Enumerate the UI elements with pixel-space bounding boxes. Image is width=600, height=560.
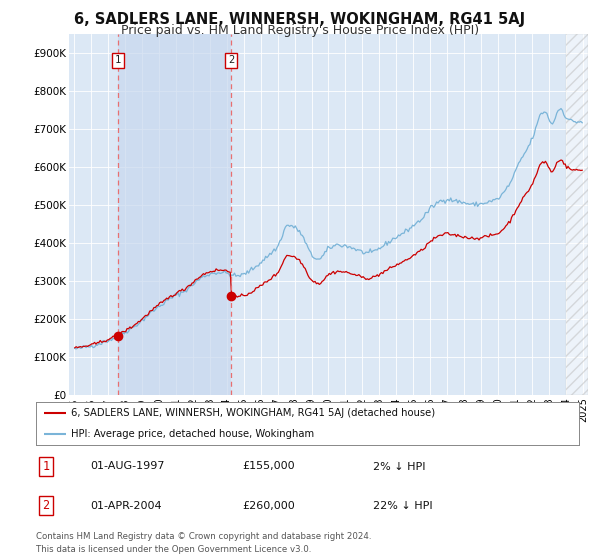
Text: 1: 1	[42, 460, 49, 473]
Text: 2% ↓ HPI: 2% ↓ HPI	[373, 461, 425, 472]
Text: £260,000: £260,000	[242, 501, 295, 511]
Text: HPI: Average price, detached house, Wokingham: HPI: Average price, detached house, Woki…	[71, 430, 314, 439]
Text: Contains HM Land Registry data © Crown copyright and database right 2024.
This d: Contains HM Land Registry data © Crown c…	[36, 532, 371, 553]
Text: 6, SADLERS LANE, WINNERSH, WOKINGHAM, RG41 5AJ (detached house): 6, SADLERS LANE, WINNERSH, WOKINGHAM, RG…	[71, 408, 436, 418]
Text: 01-APR-2004: 01-APR-2004	[91, 501, 162, 511]
Text: 22% ↓ HPI: 22% ↓ HPI	[373, 501, 432, 511]
Bar	[566, 34, 588, 395]
Text: 01-AUG-1997: 01-AUG-1997	[91, 461, 165, 472]
Text: 6, SADLERS LANE, WINNERSH, WOKINGHAM, RG41 5AJ: 6, SADLERS LANE, WINNERSH, WOKINGHAM, RG…	[74, 12, 526, 27]
Text: 1: 1	[115, 55, 121, 65]
Text: 2: 2	[42, 499, 49, 512]
Bar	[118, 34, 231, 395]
Text: £155,000: £155,000	[242, 461, 295, 472]
Text: 2: 2	[228, 55, 234, 65]
Text: Price paid vs. HM Land Registry's House Price Index (HPI): Price paid vs. HM Land Registry's House …	[121, 24, 479, 37]
